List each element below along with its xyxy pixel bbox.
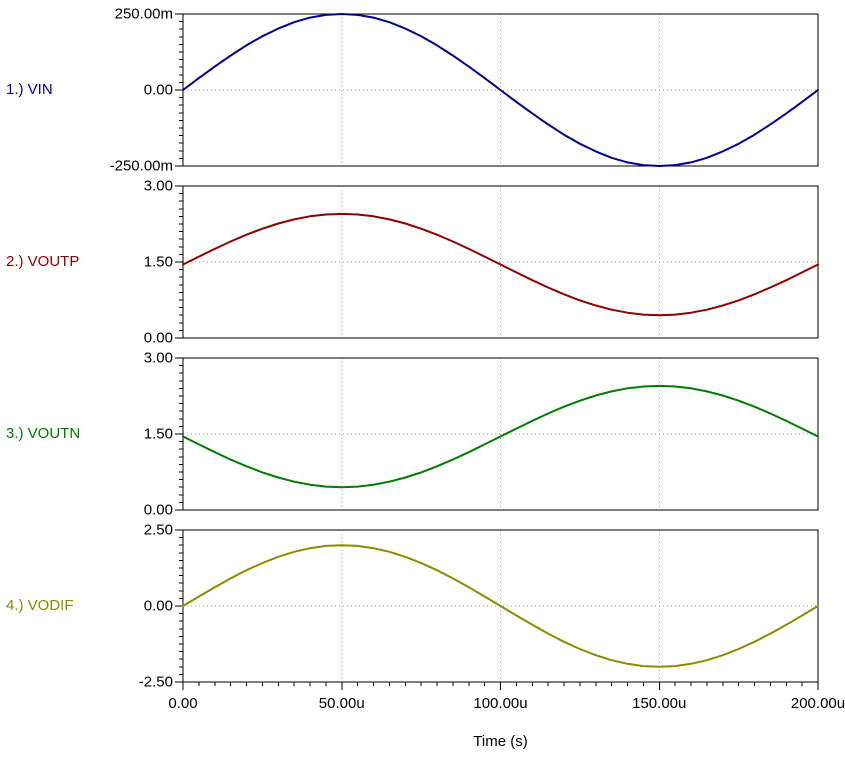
waveform-trace-vin[interactable]	[182, 13, 819, 167]
y-tick-label: 0.00	[144, 82, 173, 99]
x-tick-label: 0.00	[168, 695, 197, 712]
waveform-trace-voutn[interactable]	[182, 384, 819, 489]
trace-label-vodif: 4.) VODIF	[6, 597, 74, 614]
y-tick-label: 3.00	[144, 178, 173, 195]
panel-vodif: 2.50 0.00 -2.50	[139, 522, 819, 691]
y-tick-label: 0.00	[144, 330, 173, 347]
x-tick-label: 150.00u	[632, 695, 686, 712]
trace-label-vin: 1.) VIN	[6, 81, 53, 98]
x-tick-label: 100.00u	[473, 695, 527, 712]
y-tick-label: 2.50	[144, 522, 173, 539]
trace-label-voutp: 2.) VOUTP	[6, 253, 80, 270]
x-tick-label: 200.00u	[791, 695, 845, 712]
y-tick-label: 1.50	[144, 426, 173, 443]
waveform-trace-voutp[interactable]	[182, 212, 819, 317]
y-tick-label: 250.00m	[115, 6, 173, 23]
y-tick-label: 3.00	[144, 350, 173, 367]
trace-label-voutn: 3.) VOUTN	[6, 425, 81, 442]
x-axis-title: Time (s)	[473, 733, 528, 750]
y-tick-label: -250.00m	[110, 158, 173, 175]
y-tick-label: 1.50	[144, 254, 173, 271]
y-tick-label: 0.00	[144, 502, 173, 519]
panel-voutp: 3.00 1.50 0.00	[144, 178, 819, 347]
panel-vin: 250.00m 0.00 -250.00m	[110, 6, 819, 175]
y-tick-label: 0.00	[144, 598, 173, 615]
y-tick-label: -2.50	[139, 674, 173, 691]
x-tick-label: 50.00u	[319, 695, 365, 712]
waveform-trace-vodif[interactable]	[182, 544, 819, 668]
panel-voutn: 3.00 1.50 0.00	[144, 350, 819, 519]
